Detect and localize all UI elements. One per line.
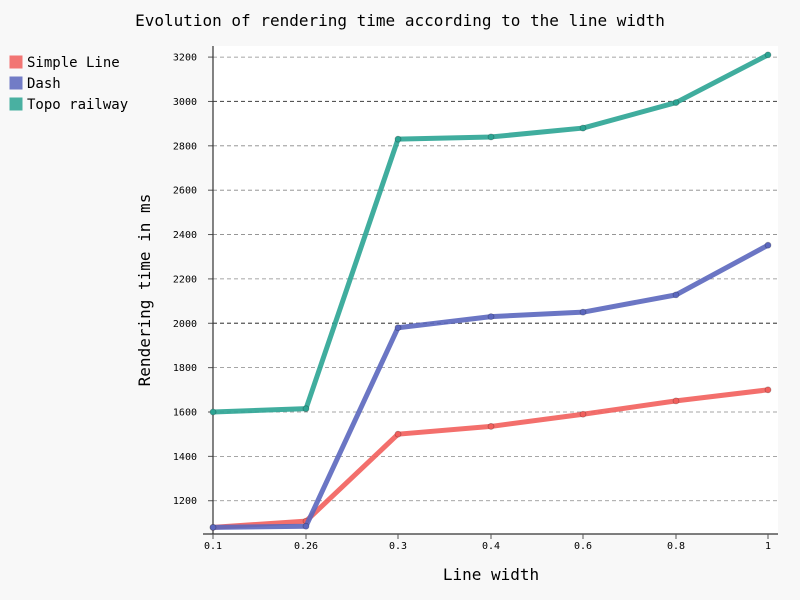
data-point-topo-railway (302, 405, 310, 413)
y-tick-label: 2600 (173, 186, 197, 197)
data-point-simple-line (487, 423, 495, 430)
x-tick-label: 0.6 (574, 541, 592, 552)
plot-background (213, 46, 778, 534)
data-point-topo-railway (487, 133, 495, 141)
y-tick-label: 2800 (173, 141, 197, 152)
y-tick-label: 1200 (173, 496, 197, 507)
data-point-simple-line (672, 397, 680, 405)
data-point-dash (764, 241, 772, 249)
x-tick-labels: 0.1 0.26 0.3 0.4 0.6 0.8 1 (204, 534, 771, 552)
y-tick-label: 3000 (173, 97, 197, 108)
y-tick-label: 1400 (173, 452, 197, 463)
y-tick-label: 1800 (173, 363, 197, 374)
x-tick-label: 0.26 (294, 541, 318, 552)
grid-lines (208, 56, 778, 502)
legend-label-topo-railway: Topo railway (27, 97, 128, 113)
data-point-dash (302, 522, 310, 530)
data-point-dash (672, 291, 680, 299)
legend-swatch-topo-railway (9, 97, 23, 111)
data-point-simple-line (579, 410, 587, 418)
legend: Simple Line Dash Topo railway (9, 55, 128, 113)
y-tick-label: 1600 (173, 408, 197, 419)
y-axis-title: Rendering time in ms (135, 194, 154, 387)
data-point-simple-line (764, 386, 772, 394)
legend-swatch-simple-line (9, 55, 23, 69)
y-tick-label: 3200 (173, 53, 197, 64)
x-tick-label: 1 (765, 541, 771, 552)
data-point-simple-line (394, 430, 402, 438)
data-point-topo-railway (394, 135, 402, 143)
x-tick-label: 0.8 (667, 541, 685, 552)
x-tick-label: 0.4 (482, 541, 500, 552)
y-tick-label: 2400 (173, 230, 197, 241)
y-tick-labels: 1200 1400 1600 1800 2000 2200 2400 2600 2800 3000… (173, 53, 197, 508)
series-lines (209, 51, 772, 531)
x-tick-label: 0.3 (389, 541, 407, 552)
x-axis-title: Line width (443, 565, 539, 584)
data-point-topo-railway (764, 51, 772, 59)
legend-label-simple-line: Simple Line (27, 55, 120, 71)
chart-title: Evolution of rendering time according to… (135, 11, 665, 30)
data-point-dash (487, 313, 495, 321)
legend-label-dash: Dash (27, 76, 61, 92)
data-point-topo-railway (209, 408, 217, 416)
x-tick-label: 0.1 (204, 541, 222, 552)
y-tick-label: 2200 (173, 274, 197, 285)
data-point-dash (209, 523, 217, 531)
data-point-dash (579, 308, 587, 316)
data-point-dash (394, 324, 402, 332)
data-point-topo-railway (672, 99, 680, 106)
y-tick-label: 2000 (173, 319, 197, 330)
data-point-topo-railway (579, 124, 587, 132)
legend-swatch-dash (9, 76, 23, 90)
